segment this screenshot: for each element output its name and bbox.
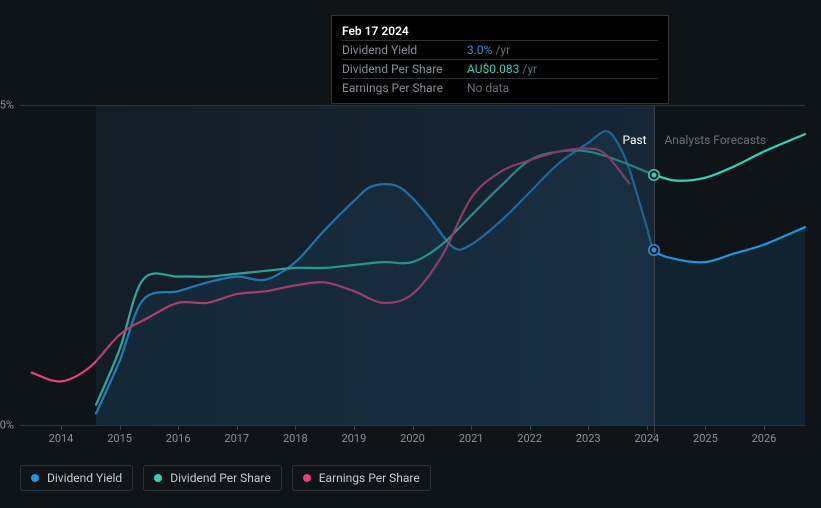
x-tick: [530, 425, 531, 430]
x-axis-label: 2015: [107, 432, 132, 445]
series-fill: [96, 131, 805, 425]
past-forecast-divider: [654, 105, 655, 435]
chart-lines: [20, 105, 805, 425]
legend-label: Earnings Per Share: [319, 471, 420, 485]
x-tick: [295, 425, 296, 430]
x-axis-label: 2025: [693, 432, 718, 445]
x-tick: [178, 425, 179, 430]
tooltip-row-label: Earnings Per Share: [342, 81, 467, 95]
chart-plot-area[interactable]: 0%5.5%: [20, 105, 805, 425]
tooltip-date: Feb 17 2024: [342, 22, 658, 40]
tooltip-row-label: Dividend Yield: [342, 43, 467, 57]
x-tick: [413, 425, 414, 430]
x-axis-label: 2022: [517, 432, 542, 445]
x-tick: [237, 425, 238, 430]
legend: Dividend Yield Dividend Per Share Earnings…: [20, 465, 431, 491]
y-axis-label: 0%: [0, 419, 14, 432]
x-tick: [588, 425, 589, 430]
x-tick: [764, 425, 765, 430]
x-tick: [647, 425, 648, 430]
forecast-label: Analysts Forecasts: [664, 133, 766, 147]
x-axis-label: 2017: [224, 432, 249, 445]
series-marker: [650, 246, 659, 255]
legend-label: Dividend Per Share: [170, 471, 271, 485]
legend-item[interactable]: Dividend Per Share: [143, 465, 282, 491]
x-tick: [120, 425, 121, 430]
series-marker: [650, 170, 659, 179]
x-tick: [705, 425, 706, 430]
legend-item[interactable]: Earnings Per Share: [292, 465, 431, 491]
tooltip-row: Dividend Yield3.0%/yr: [342, 40, 658, 59]
x-axis-label: 2019: [342, 432, 367, 445]
gridline: [20, 105, 805, 106]
x-tick: [61, 425, 62, 430]
tooltip-row-value: AU$0.083/yr: [467, 62, 537, 76]
legend-dot: [303, 474, 311, 482]
tooltip-row: Earnings Per ShareNo data: [342, 78, 658, 97]
tooltip-row-value: 3.0%/yr: [467, 43, 510, 57]
tooltip-row-value: No data: [467, 81, 509, 95]
x-axis-label: 2016: [166, 432, 191, 445]
x-axis-label: 2023: [576, 432, 601, 445]
y-axis-label: 5.5%: [0, 99, 14, 112]
x-tick: [354, 425, 355, 430]
legend-item[interactable]: Dividend Yield: [20, 465, 133, 491]
legend-dot: [154, 474, 162, 482]
x-axis-label: 2014: [49, 432, 74, 445]
legend-dot: [31, 474, 39, 482]
x-axis-label: 2021: [459, 432, 484, 445]
x-axis-label: 2024: [634, 432, 659, 445]
x-axis-label: 2026: [752, 432, 777, 445]
tooltip-row: Dividend Per ShareAU$0.083/yr: [342, 59, 658, 78]
tooltip-row-label: Dividend Per Share: [342, 62, 467, 76]
legend-label: Dividend Yield: [47, 471, 122, 485]
x-axis-label: 2020: [400, 432, 425, 445]
x-tick: [471, 425, 472, 430]
x-axis: 2014 2015 2016 2017 2018 2019 2020 2021 2022 2023…: [20, 432, 805, 452]
tooltip: Feb 17 2024 Dividend Yield3.0%/yrDividen…: [331, 15, 669, 104]
past-label: Past: [622, 133, 646, 147]
x-axis-label: 2018: [283, 432, 308, 445]
